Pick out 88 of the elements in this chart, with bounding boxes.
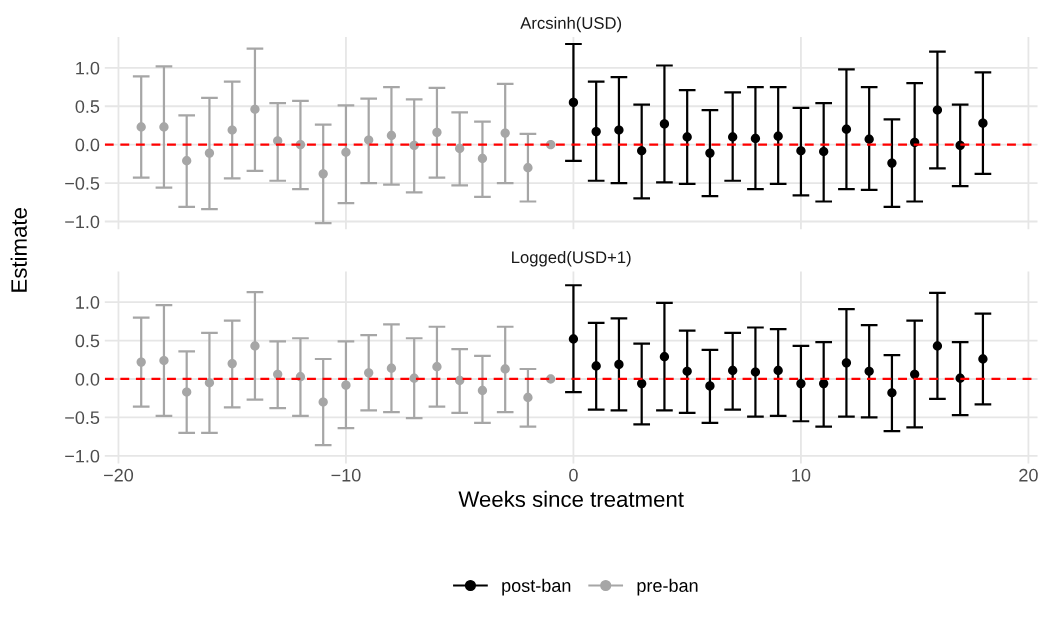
chart-title: Arcsinh(USD): [520, 16, 622, 33]
point: [614, 125, 624, 135]
point: [318, 169, 328, 179]
point: [978, 118, 988, 128]
point: [568, 334, 579, 344]
point: [864, 366, 874, 376]
y-tick-label: 1.0: [76, 296, 100, 309]
point: [591, 361, 601, 371]
y-tick-label: −0.5: [65, 411, 100, 425]
point: [887, 388, 897, 398]
point: [455, 375, 465, 386]
point: [477, 385, 488, 396]
y-tick-label: 0.5: [75, 334, 100, 348]
point: [500, 364, 510, 374]
point: [796, 146, 806, 156]
y-tick-label: −0.5: [65, 177, 100, 190]
point: [705, 381, 715, 391]
point: [910, 369, 920, 380]
point: [386, 130, 397, 141]
point: [682, 132, 692, 142]
point: [659, 352, 670, 362]
point: [364, 368, 374, 378]
point: [273, 369, 283, 380]
point: [932, 105, 943, 115]
point: [864, 134, 874, 144]
point: [659, 119, 670, 129]
point: [591, 126, 601, 137]
point: [750, 133, 761, 144]
point: [159, 355, 169, 366]
point: [841, 124, 852, 134]
point: [386, 363, 397, 373]
point: [409, 373, 419, 383]
x-tick-label: −10: [331, 468, 361, 482]
y-axis-title: Estimate: [10, 208, 27, 292]
point: [250, 341, 260, 351]
point: [477, 153, 488, 164]
point: [204, 148, 215, 158]
x-tick-label: 20: [1019, 468, 1038, 482]
point: [682, 366, 692, 376]
point: [227, 358, 237, 369]
point: [432, 127, 442, 138]
x-tick-label: 10: [792, 468, 811, 482]
point: [819, 146, 829, 157]
point: [364, 135, 374, 145]
chart-title: Logged(USD+1): [512, 251, 631, 267]
point: [136, 122, 146, 132]
point: [250, 104, 260, 114]
point: [728, 365, 738, 376]
point: [136, 357, 146, 367]
point: [159, 122, 169, 132]
x-tick-label: −20: [104, 468, 134, 482]
point: [637, 378, 647, 389]
point: [705, 148, 715, 158]
y-tick-label: 1.0: [76, 61, 100, 75]
y-tick-label: −1.0: [65, 449, 100, 463]
y-tick-label: 0.0: [75, 138, 100, 152]
point: [182, 156, 192, 166]
point: [227, 125, 237, 135]
point: [728, 132, 738, 142]
point: [773, 365, 783, 376]
point: [455, 143, 465, 154]
point: [796, 378, 806, 389]
y-tick-label: −1.0: [65, 215, 100, 229]
x-tick-label: 0: [569, 468, 578, 482]
point: [932, 341, 943, 351]
point: [750, 367, 761, 377]
x-axis-title: Weeks since treatment: [458, 490, 684, 508]
point: [318, 397, 328, 407]
point: [432, 362, 442, 372]
point: [568, 97, 579, 108]
y-tick-label: 0.5: [75, 100, 100, 113]
point: [978, 354, 988, 364]
legend-label: post-ban: [502, 578, 571, 596]
point: [500, 128, 510, 138]
point: [523, 392, 533, 403]
point: [773, 131, 783, 141]
point: [614, 359, 624, 370]
point: [341, 380, 351, 390]
point: [887, 158, 897, 168]
point: [204, 378, 215, 388]
y-tick-label: 0.0: [75, 372, 100, 386]
point: [637, 146, 647, 156]
point: [182, 387, 192, 397]
legend-label: pre-ban: [637, 578, 698, 596]
point: [341, 147, 351, 157]
point: [523, 163, 533, 173]
point: [841, 358, 852, 368]
point: [546, 139, 556, 150]
